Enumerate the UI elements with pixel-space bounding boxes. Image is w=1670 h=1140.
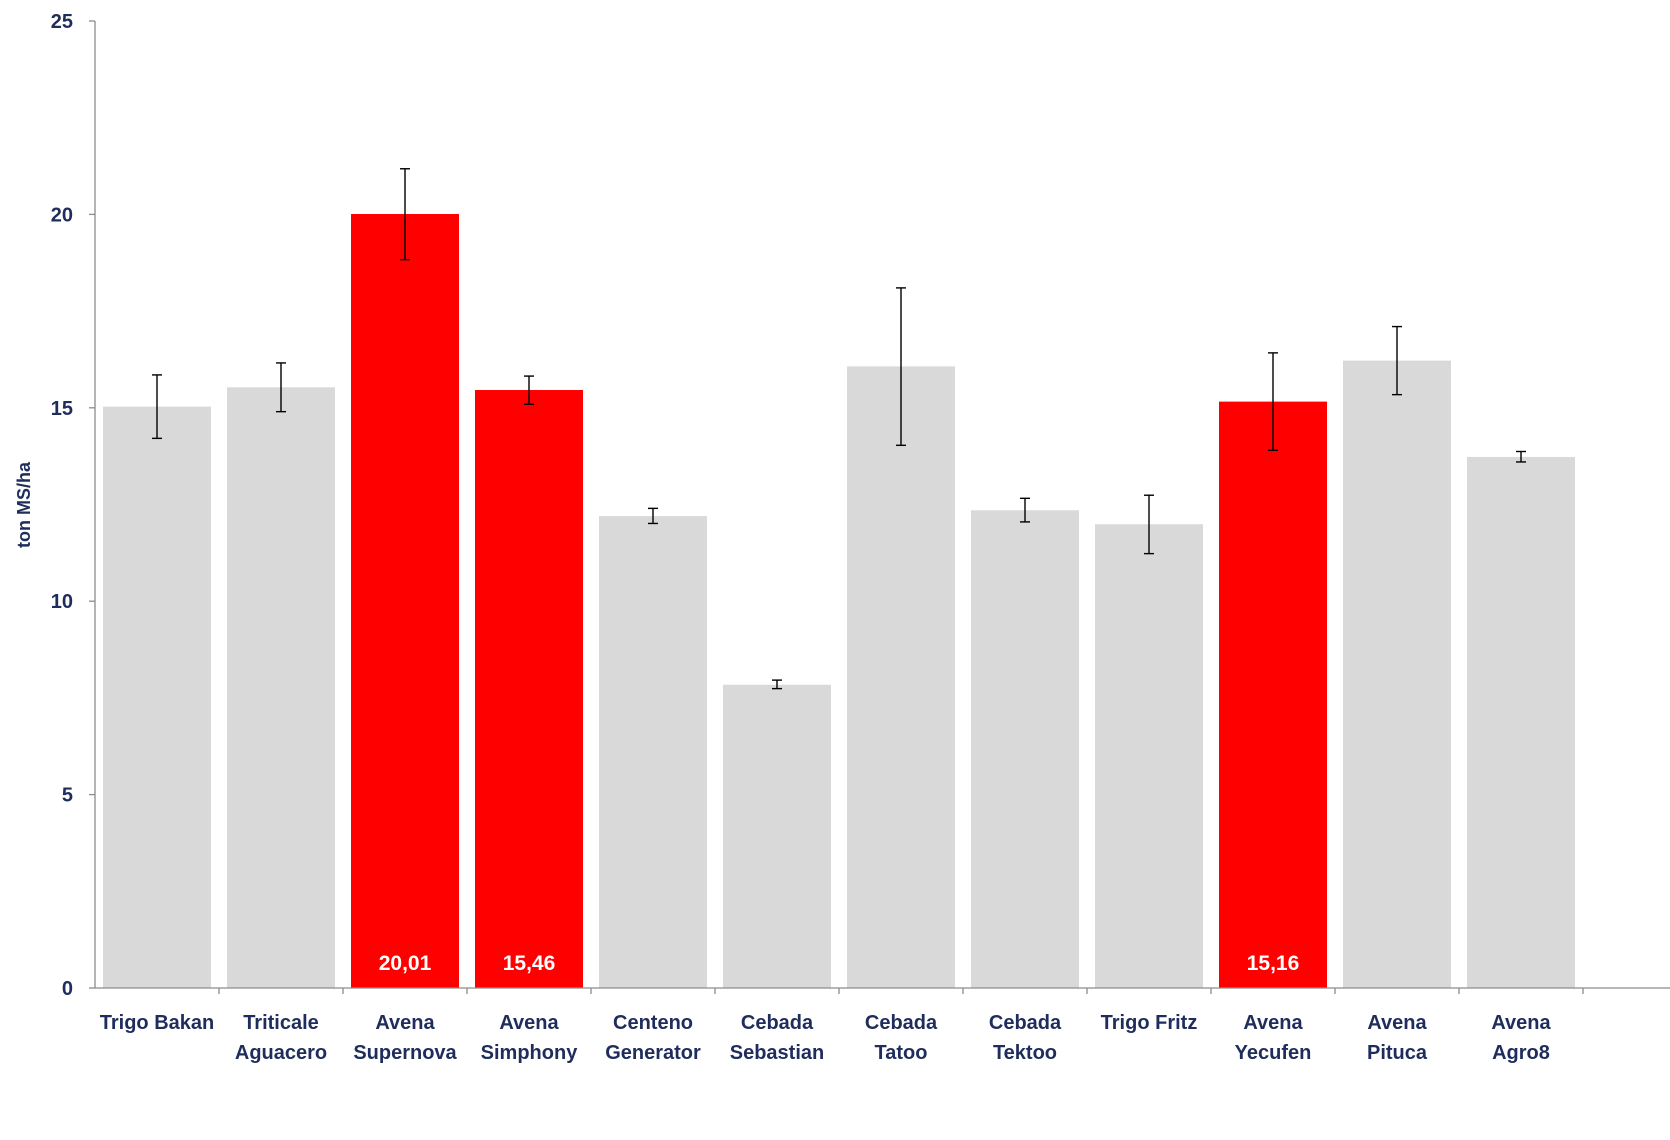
bar	[971, 510, 1079, 988]
y-tick-label: 5	[62, 785, 73, 807]
x-tick-label: Avena	[375, 1012, 435, 1034]
x-tick-label: Aguacero	[235, 1042, 327, 1064]
x-tick-label: Generator	[605, 1042, 701, 1064]
x-tick-label: Avena	[1367, 1012, 1427, 1034]
y-tick-label: 25	[51, 11, 73, 33]
bar	[227, 387, 335, 989]
data-label: 15,46	[503, 952, 556, 975]
error-bars	[152, 168, 1526, 690]
x-tick-label: Pituca	[1367, 1042, 1428, 1064]
bar	[599, 516, 707, 988]
bar	[1343, 360, 1451, 988]
x-tick-label: Agro8	[1492, 1042, 1550, 1064]
y-tick-label: 10	[51, 591, 73, 613]
x-tick-label: Tektoo	[993, 1042, 1057, 1064]
x-tick-label: Triticale	[243, 1012, 319, 1034]
y-tick-label: 0	[62, 978, 73, 1000]
x-tick-label: Centeno	[613, 1012, 693, 1034]
bar	[351, 214, 459, 989]
x-tick-label: Yecufen	[1235, 1042, 1312, 1064]
bar	[1467, 456, 1575, 989]
bar	[1095, 524, 1203, 988]
y-tick-label: 20	[51, 204, 73, 226]
bar	[723, 684, 831, 988]
bars	[103, 214, 1575, 989]
x-tick-label: Simphony	[481, 1042, 579, 1064]
y-tick-label: 15	[51, 398, 73, 420]
data-label: 15,16	[1247, 952, 1300, 975]
x-tick-label: Sebastian	[730, 1042, 824, 1064]
x-tick-label: Tatoo	[875, 1042, 928, 1064]
x-tick-label: Cebada	[989, 1012, 1062, 1034]
y-axis-title: ton MS/ha	[14, 461, 34, 548]
x-tick-label: Cebada	[865, 1012, 938, 1034]
x-tick-label: Avena	[499, 1012, 559, 1034]
data-label: 20,01	[379, 952, 432, 975]
bar	[103, 406, 211, 988]
data-labels: 20,01 15,46 15,16	[379, 952, 1300, 975]
x-tick-label: Avena	[1491, 1012, 1551, 1034]
bar	[1219, 401, 1327, 988]
x-axis: Trigo Bakan Triticale Aguacero Avena Superno…	[95, 987, 1670, 1064]
x-tick-label: Avena	[1243, 1012, 1303, 1034]
y-axis: 0 5 10 15 20 25	[51, 11, 96, 1000]
x-tick-label: Trigo Fritz	[1101, 1012, 1198, 1034]
x-tick-label: Cebada	[741, 1012, 814, 1034]
bar	[847, 366, 955, 988]
bar	[475, 390, 583, 988]
x-tick-label: Trigo Bakan	[100, 1012, 214, 1034]
x-tick-label: Supernova	[353, 1042, 457, 1064]
